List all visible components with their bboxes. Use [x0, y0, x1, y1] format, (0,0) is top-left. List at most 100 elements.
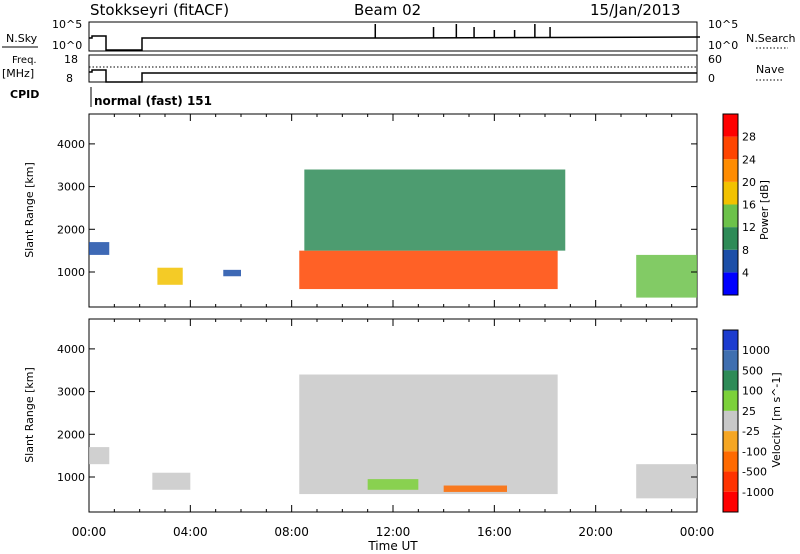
nsky-spikes	[374, 24, 551, 38]
time-tick-label: 00:00	[680, 525, 715, 539]
power-colorbar-tick: 8	[742, 244, 749, 257]
power-ylabel: Slant Range [km]	[23, 162, 36, 258]
power-colorbar-cell-0	[723, 272, 738, 295]
power-colorbar-label: Power [dB]	[758, 180, 771, 240]
velocity-colorbar-cell-4	[723, 410, 738, 432]
velocity-colorbar-tick: -1000	[742, 486, 774, 499]
nsearch-label: N.Search	[746, 32, 796, 45]
velocity-colorbar-tick: 25	[742, 405, 756, 418]
velocity-ytick-label: 4000	[57, 343, 85, 356]
velocity-colorbar-cell-6	[723, 451, 738, 472]
velocity-region-5	[636, 464, 697, 499]
power-ytick-label: 1000	[57, 266, 85, 279]
nsky-top-tick: 10^5	[52, 18, 82, 31]
velocity-colorbar-cell-7	[723, 471, 738, 492]
velocity-colorbar-label: Velocity [m s^-1]	[770, 372, 783, 467]
power-colorbar-cell-2	[723, 227, 738, 250]
time-tick-label: 08:00	[274, 525, 309, 539]
station-title: Stokkseyri (fitACF)	[90, 1, 229, 19]
cpid-label: CPID	[10, 88, 39, 101]
power-colorbar-cell-1	[723, 249, 738, 273]
velocity-colorbar: 1000 500 100 25 -25 -100 -500 -1000 Velocity [m…	[722, 329, 783, 513]
power-region-2	[223, 269, 241, 277]
nave-trace	[89, 69, 697, 83]
velocity-panel: 1000 2000 3000 4000 Slant Range [km]	[23, 318, 698, 513]
cpid-row: CPID normal (fast) 151	[10, 87, 212, 108]
velocity-ytick-label: 3000	[57, 386, 85, 399]
velocity-colorbar-cell-8	[723, 491, 738, 512]
nave-bottom-tick: 0	[708, 72, 715, 85]
nsky-strip: N.Sky 10^5 10^0 10^5 10^0 N.Search	[2, 18, 796, 52]
power-colorbar-cell-6	[723, 136, 738, 160]
velocity-data-regions	[89, 374, 697, 499]
power-panel: 1000 2000 3000 4000 Slant Range [km]	[23, 113, 698, 308]
power-colorbar-cell-3	[723, 204, 738, 228]
nsky-trace	[89, 35, 701, 51]
velocity-colorbar-cell-1	[723, 350, 738, 371]
velocity-colorbar-tick: -100	[742, 445, 767, 458]
power-region-3	[299, 250, 558, 290]
power-colorbar-tick: 24	[742, 153, 756, 166]
velocity-ytick-label: 1000	[57, 471, 85, 484]
velocity-colorbar-cell-3	[723, 390, 738, 411]
power-region-1	[157, 267, 183, 285]
time-tick-label: 04:00	[173, 525, 208, 539]
time-axis-labels: 00:00 04:00 08:00 12:00 16:00 20:00 00:00	[72, 525, 715, 539]
power-colorbar-tick: 20	[742, 176, 756, 189]
power-colorbar: 4 8 12 16 20 24 28 Power [dB]	[722, 113, 771, 296]
power-colorbar-tick: 12	[742, 221, 756, 234]
beam-title: Beam 02	[354, 1, 421, 19]
power-region-0	[89, 242, 110, 255]
power-colorbar-cell-5	[723, 159, 738, 182]
velocity-colorbar-cell-2	[723, 370, 738, 391]
nsearch-bottom-tick: 10^0	[708, 39, 738, 52]
velocity-colorbar-tick: 500	[742, 364, 763, 377]
power-colorbar-tick: 16	[742, 199, 756, 212]
power-colorbar-frame	[722, 113, 739, 296]
freq-bottom-tick: 8	[66, 72, 73, 85]
velocity-region-3	[367, 479, 419, 490]
nave-top-tick: 60	[708, 53, 722, 66]
power-ytick-label: 4000	[57, 138, 85, 151]
power-colorbar-cell-7	[723, 114, 738, 137]
time-axis-title: Time UT	[367, 539, 418, 553]
cpid-value: normal (fast) 151	[94, 94, 212, 108]
velocity-region-2	[299, 374, 558, 495]
power-colorbar-tick: 4	[742, 266, 749, 279]
velocity-region-1	[152, 472, 191, 490]
velocity-colorbar-tick: 1000	[742, 344, 770, 357]
time-tick-label: 00:00	[72, 525, 107, 539]
date-title: 15/Jan/2013	[590, 1, 681, 19]
freq-label: Freq.	[12, 55, 37, 66]
power-y-ticks: 1000 2000 3000 4000	[57, 138, 697, 279]
velocity-ylabel: Slant Range [km]	[23, 367, 36, 463]
power-colorbar-cell-4	[723, 181, 738, 205]
velocity-ytick-label: 2000	[57, 428, 85, 441]
nsky-bottom-tick: 10^0	[52, 39, 82, 52]
velocity-colorbar-frame	[722, 329, 739, 513]
freq-unit: [MHz]	[2, 67, 34, 80]
power-region-5	[636, 254, 697, 298]
freq-strip: Freq. [MHz] 18 8 60 0 Nave	[2, 53, 784, 85]
power-x-ticks	[88, 114, 698, 307]
velocity-colorbar-tick: 100	[742, 385, 763, 398]
velocity-x-ticks	[88, 319, 698, 512]
time-tick-label: 20:00	[578, 525, 613, 539]
power-colorbar-tick: 28	[742, 131, 756, 144]
velocity-region-0	[89, 447, 110, 465]
power-ytick-label: 2000	[57, 223, 85, 236]
time-tick-label: 12:00	[376, 525, 411, 539]
power-region-4	[304, 169, 566, 251]
time-tick-label: 16:00	[477, 525, 512, 539]
velocity-colorbar-tick: -500	[742, 466, 767, 479]
nave-label: Nave	[756, 63, 784, 76]
freq-top-tick: 18	[64, 53, 78, 66]
nsearch-top-tick: 10^5	[708, 18, 738, 31]
velocity-region-4	[443, 485, 507, 492]
velocity-y-ticks: 1000 2000 3000 4000	[57, 343, 697, 484]
power-ytick-label: 3000	[57, 181, 85, 194]
power-data-regions	[89, 169, 697, 298]
velocity-colorbar-tick: -25	[742, 425, 760, 438]
velocity-colorbar-cell-0	[723, 330, 738, 351]
